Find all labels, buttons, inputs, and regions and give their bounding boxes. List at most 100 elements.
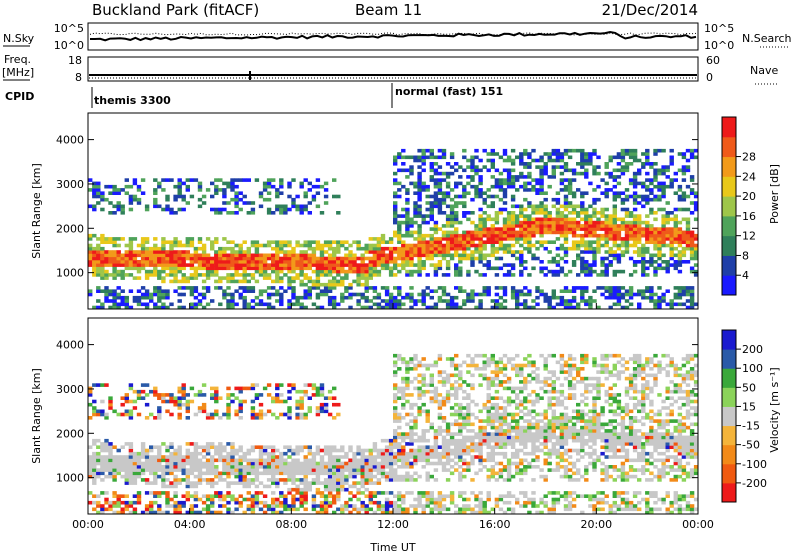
heatmap-cell [445, 438, 451, 443]
heatmap-cell [388, 504, 394, 508]
heatmap-cell [295, 194, 300, 199]
heatmap-cell [380, 504, 386, 508]
heatmap-cell [482, 165, 487, 169]
heatmap-cell [506, 184, 512, 189]
heatmap-cell [645, 201, 650, 205]
heatmap-cell [433, 305, 439, 310]
heatmap-cell [490, 227, 495, 231]
heatmap-cell [612, 204, 617, 209]
heatmap-cell [222, 260, 227, 264]
heatmap-cell [478, 273, 483, 277]
heatmap-cell [323, 504, 329, 508]
heatmap-cell [181, 181, 186, 186]
heatmap-cell [506, 178, 512, 182]
heatmap-cell [315, 474, 321, 479]
heatmap-cell [88, 389, 93, 394]
heatmap-cell [96, 273, 101, 277]
heatmap-cell [641, 266, 646, 271]
heatmap-cell [519, 292, 524, 297]
heatmap-cell [92, 184, 97, 189]
heatmap-cell [165, 263, 170, 267]
heatmap-cell [523, 162, 528, 166]
heatmap-cell [580, 233, 585, 238]
heatmap-cell [409, 181, 414, 186]
heatmap-cell [291, 468, 296, 472]
heatmap-cell [519, 230, 524, 235]
heatmap-cell [287, 406, 292, 410]
heatmap-cell [641, 233, 646, 238]
heatmap-cell [445, 233, 451, 238]
heatmap-cell [193, 491, 199, 495]
heatmap-cell [262, 448, 268, 453]
heatmap-cell [592, 197, 597, 202]
heatmap-cell [230, 468, 235, 472]
heatmap-cell [291, 295, 296, 300]
heatmap-cell [149, 295, 154, 300]
heatmap-cell [474, 269, 479, 274]
heatmap-cell [649, 224, 654, 228]
heatmap-cell [458, 194, 463, 199]
heatmap-cell [397, 305, 402, 310]
heatmap-cell [205, 289, 211, 293]
heatmap-cell [332, 260, 337, 264]
heatmap-cell [681, 194, 687, 199]
heatmap-cell [360, 455, 365, 459]
heatmap-cell [409, 367, 414, 371]
heatmap-cell [486, 227, 491, 231]
heatmap-cell [108, 250, 113, 254]
heatmap-cell [405, 230, 410, 235]
heatmap-cell [234, 461, 239, 466]
heatmap-cell [92, 468, 97, 472]
heatmap-cell [506, 243, 512, 248]
heatmap-cell [222, 458, 227, 463]
heatmap-cell [283, 207, 288, 212]
heatmap-cell [279, 207, 284, 212]
heatmap-cell [275, 500, 280, 505]
heatmap-cell [653, 253, 658, 258]
heatmap-cell [494, 181, 500, 186]
heatmap-cell [144, 246, 150, 251]
heatmap-cell [262, 471, 268, 476]
heatmap-cell [494, 217, 500, 222]
heatmap-cell [677, 194, 683, 199]
heatmap-cell [340, 465, 345, 469]
heatmap-cell [653, 217, 658, 222]
heatmap-cell [96, 451, 101, 456]
heatmap-cell [104, 250, 109, 254]
heatmap-cell [311, 302, 317, 307]
heatmap-cell [92, 383, 97, 387]
heatmap-cell [336, 269, 341, 274]
heatmap-cell [571, 211, 577, 215]
heatmap-cell [108, 273, 113, 277]
heatmap-cell [421, 504, 426, 508]
heatmap-cell [620, 217, 626, 222]
heatmap-cell [543, 171, 548, 176]
heatmap-cell [506, 263, 512, 267]
heatmap-cell [169, 393, 174, 397]
heatmap-cell [279, 504, 284, 508]
heatmap-cell [384, 510, 390, 515]
freq-right-tick-top: 60 [706, 54, 720, 67]
heatmap-cell [588, 273, 593, 277]
heatmap-cell [315, 266, 321, 271]
heatmap-cell [92, 269, 97, 274]
heatmap-cell [201, 266, 207, 271]
heatmap-cell [657, 253, 662, 258]
heatmap-cell [132, 295, 138, 300]
heatmap-cell [624, 299, 630, 303]
heatmap-cell [210, 458, 215, 463]
heatmap-cell [437, 204, 443, 209]
heatmap-cell [449, 494, 455, 498]
heatmap-cell [433, 360, 439, 365]
heatmap-cell [352, 292, 357, 297]
heatmap-cell [226, 402, 231, 407]
heatmap-cell [470, 507, 475, 512]
heatmap-cell [584, 286, 589, 290]
heatmap-cell [535, 165, 540, 169]
heatmap-cell [437, 246, 443, 251]
heatmap-cell [445, 220, 451, 225]
heatmap-cell [222, 461, 227, 466]
y-tick-label: 3000 [56, 178, 84, 191]
heatmap-cell [315, 204, 321, 209]
heatmap-cell [136, 197, 142, 202]
